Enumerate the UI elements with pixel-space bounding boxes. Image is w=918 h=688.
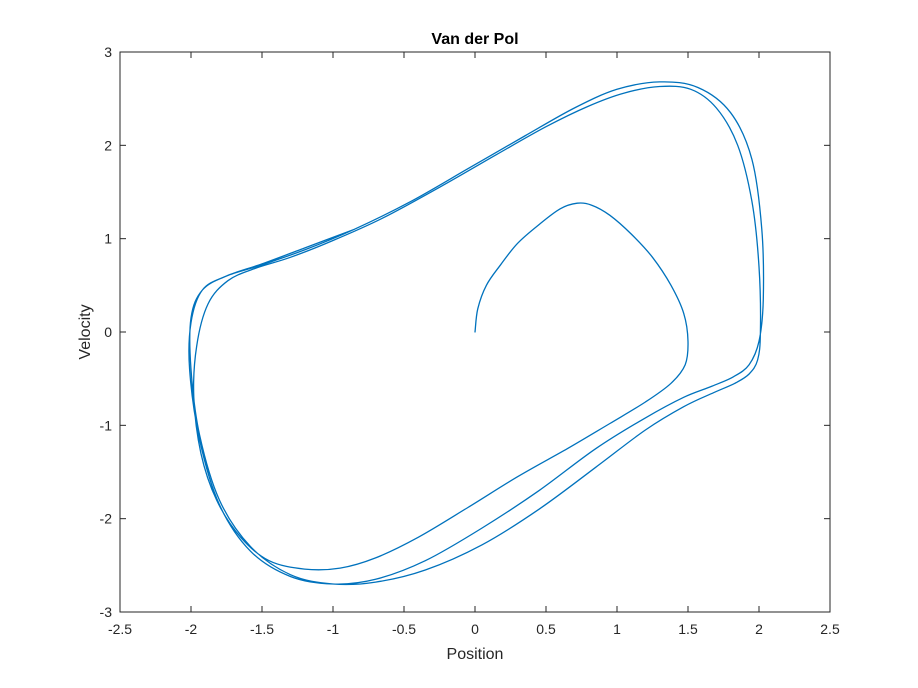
- x-tick-label: 0: [471, 621, 479, 637]
- y-tick-label: -2: [100, 511, 113, 527]
- plot-area: [119, 51, 831, 613]
- y-axis-ticks: -3 -2 -1 0 1 2 3: [100, 44, 830, 620]
- y-tick-label: 3: [104, 44, 112, 60]
- y-tick-label: 1: [104, 231, 112, 247]
- y-tick-label: 0: [104, 324, 112, 340]
- x-tick-label: -1.5: [250, 621, 274, 637]
- data-layer: [188, 81, 765, 586]
- y-axis-label: Velocity: [77, 304, 94, 359]
- y-tick-label: -3: [100, 604, 113, 620]
- trajectory-series-line: [188, 81, 765, 586]
- x-tick-label: -0.5: [392, 621, 416, 637]
- x-tick-label: -2.5: [108, 621, 132, 637]
- chart-title: Van der Pol: [431, 31, 518, 48]
- x-axis-label: Position: [447, 646, 504, 663]
- x-tick-label: 0.5: [536, 621, 556, 637]
- y-tick-label: -1: [100, 417, 113, 433]
- x-tick-label: -1: [327, 621, 340, 637]
- x-tick-label: 2.5: [820, 621, 840, 637]
- x-tick-label: 1.5: [678, 621, 698, 637]
- x-tick-label: 2: [755, 621, 763, 637]
- x-axis-ticks: -2.5 -2 -1.5 -1 -0.5 0 0.5 1 1.5 2 2.5: [108, 52, 840, 637]
- x-tick-label: 1: [613, 621, 621, 637]
- x-tick-label: -2: [185, 621, 198, 637]
- y-tick-label: 2: [104, 137, 112, 153]
